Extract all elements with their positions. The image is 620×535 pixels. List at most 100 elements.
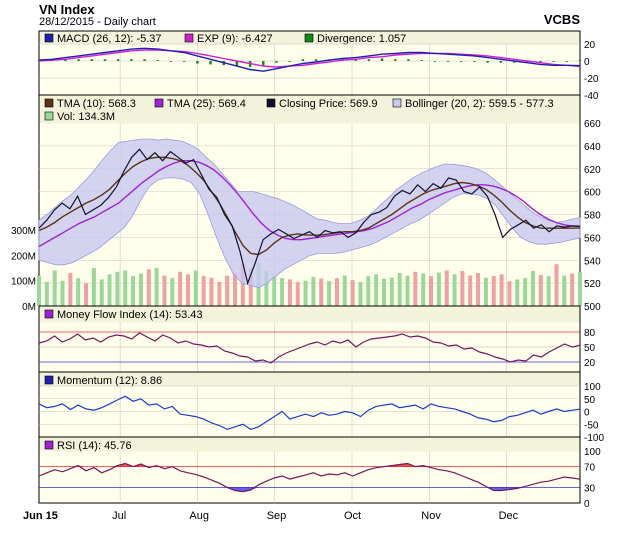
volume-bar xyxy=(68,273,73,306)
macd-divergence-bar xyxy=(130,59,133,61)
chart-title: VN Index xyxy=(39,2,95,17)
volume-bar xyxy=(264,271,269,306)
mfi-ytick-0: 80 xyxy=(584,328,596,339)
macd-divergence-bar xyxy=(182,61,186,62)
volume-bar xyxy=(538,275,543,306)
macd-ytick-0: 20 xyxy=(584,40,596,51)
volume-bar xyxy=(342,275,347,306)
macd-divergence-bar xyxy=(565,61,569,62)
mfi-legend-bar xyxy=(39,306,580,323)
macd-divergence-bar xyxy=(552,61,555,62)
rsi-legend-bar xyxy=(39,437,580,452)
price-ytick-4: 580 xyxy=(584,211,601,222)
price-legend-icon-1 xyxy=(154,98,164,108)
price-ytick-2: 620 xyxy=(584,165,601,176)
price-legend-icon-0 xyxy=(44,98,54,108)
macd-legend-icon-0 xyxy=(44,33,54,43)
macd-divergence-bar xyxy=(301,59,305,61)
volume-bar xyxy=(381,278,386,306)
rsi-ytick-0: 100 xyxy=(584,447,601,458)
volume-bar xyxy=(319,278,324,306)
volume-bar xyxy=(413,271,418,306)
volume-bar xyxy=(327,281,332,306)
volume-bar xyxy=(491,276,496,306)
vol-legend-text-0: Vol: 134.3M xyxy=(57,111,115,123)
volume-bar xyxy=(52,270,57,306)
volume-bar xyxy=(366,276,371,306)
volume-bar xyxy=(107,274,112,306)
x-axis-label-0: Jun 15 xyxy=(23,510,58,522)
volume-bar xyxy=(405,275,410,306)
volume-bar xyxy=(397,273,402,306)
rsi-oversold-fill xyxy=(493,487,502,491)
volume-bar xyxy=(248,268,253,306)
macd-divergence-bar xyxy=(156,60,159,61)
rsi-legend-text-0: RSI (14): 45.76 xyxy=(57,440,132,452)
mfi-line xyxy=(38,332,581,364)
volume-bar xyxy=(185,274,190,306)
volume-bar xyxy=(350,280,355,306)
volume-bar xyxy=(554,264,559,306)
macd-divergence-bar xyxy=(64,59,67,61)
macd-divergence-bar xyxy=(526,61,529,63)
momentum-legend-text-0: Momentum (12): 8.86 xyxy=(57,375,162,387)
macd-divergence-bar xyxy=(77,59,80,61)
brand-label: VCBS xyxy=(543,12,580,27)
macd-signal-line xyxy=(38,49,581,68)
price-ytick-7: 520 xyxy=(584,279,601,290)
macd-divergence-bar xyxy=(460,61,463,62)
price-ytick-1: 640 xyxy=(584,142,601,153)
x-axis-label-1: Jul xyxy=(112,510,126,522)
price-legend-row2: Vol: 134.3M xyxy=(44,111,115,123)
macd-divergence-bar xyxy=(578,60,582,61)
x-axis-label-6: Dec xyxy=(499,510,519,522)
volume-bar xyxy=(546,276,551,306)
volume-bar xyxy=(217,281,222,306)
volume-bar xyxy=(233,273,238,306)
rsi-overbought-fill xyxy=(140,464,149,467)
mfi-panel: Money Flow Index (14): 53.43 80 50 20 xyxy=(38,305,596,373)
macd-line xyxy=(38,47,581,72)
price-ytick-3: 600 xyxy=(584,188,601,199)
volume-bar xyxy=(178,271,183,306)
tma25-line xyxy=(38,159,581,248)
volume-bar xyxy=(146,269,151,306)
volume-bar xyxy=(170,278,175,306)
mfi-legend-text-0: Money Flow Index (14): 53.43 xyxy=(57,309,203,321)
volume-bar xyxy=(476,273,481,306)
price-ytick-8: 500 xyxy=(584,302,601,313)
price-legend-text-1: TMA (25): 569.4 xyxy=(167,98,246,110)
volume-bar xyxy=(429,276,434,306)
price-ytick-0: 660 xyxy=(584,119,601,130)
momentum-ytick-0: 100 xyxy=(584,382,601,393)
x-axis-label-3: Sep xyxy=(267,510,287,522)
macd-legend-icon-1 xyxy=(184,33,194,43)
volume-bar xyxy=(303,280,308,306)
momentum-ytick-1: 50 xyxy=(584,395,596,406)
volume-bar xyxy=(201,276,206,306)
macd-divergence-bar xyxy=(196,61,199,64)
volume-bar xyxy=(421,273,426,306)
macd-divergence-bar xyxy=(90,59,93,61)
macd-divergence-bar xyxy=(486,61,489,63)
rsi-ytick-2: 30 xyxy=(584,483,596,494)
macd-divergence-bar xyxy=(539,61,542,63)
volume-bar xyxy=(240,264,245,306)
macd-divergence-bar xyxy=(103,59,107,61)
volume-bar xyxy=(280,278,285,306)
macd-divergence-bar xyxy=(288,61,291,62)
volume-bar xyxy=(193,270,198,306)
volume-bar xyxy=(123,270,128,306)
macd-ytick-3: -40 xyxy=(584,91,599,102)
mfi-legend-icon-0 xyxy=(44,309,54,319)
volume-bar xyxy=(334,278,339,306)
macd-divergence-bar xyxy=(275,61,278,63)
tma10-line xyxy=(38,156,581,256)
macd-divergence-bar xyxy=(262,61,265,67)
macd-divergence-bar xyxy=(446,61,450,62)
momentum-legend-icon-0 xyxy=(44,375,54,385)
rsi-oversold-fill xyxy=(242,487,251,492)
volume-bar xyxy=(84,283,89,306)
volume-ytick-3: 0M xyxy=(22,302,36,313)
